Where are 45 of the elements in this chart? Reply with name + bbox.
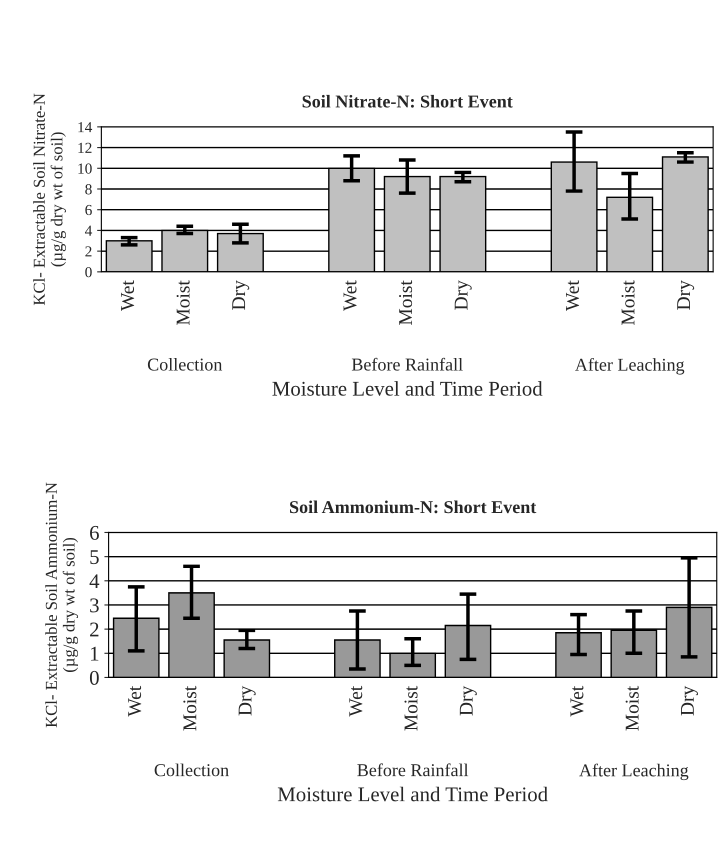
y-tick-label: 0 xyxy=(90,670,99,685)
y-tick-label: 4 xyxy=(90,574,100,588)
y-tick-label: 12 xyxy=(78,142,92,153)
x-tick-label: Moist xyxy=(626,686,639,731)
x-tick-label: Wet xyxy=(566,280,580,311)
x-tick-label: Wet xyxy=(349,686,362,717)
x-tick-label: Moist xyxy=(622,280,635,326)
x-tick-label: Moist xyxy=(176,280,190,326)
x-tick-label: Wet xyxy=(121,280,134,311)
chart-title: Soil Nitrate-N: Short Event xyxy=(302,94,513,108)
y-tick-label: 1 xyxy=(90,646,98,661)
x-axis-title: Moisture Level and Time Period xyxy=(272,381,542,396)
y-tick-label: 14 xyxy=(78,122,92,132)
y-tick-label: 0 xyxy=(85,266,92,278)
x-tick-label: Dry xyxy=(460,686,477,716)
y-tick-label: 5 xyxy=(90,550,99,564)
y-tick-label: 10 xyxy=(78,163,92,174)
text: Before Rainfall xyxy=(352,358,463,371)
x-tick-label: Moist xyxy=(183,686,196,731)
y-axis-title: KCl- Extractable Soil Nitrate-N (µg/g dry wt of soil) xyxy=(33,94,66,306)
text: After Leaching xyxy=(579,764,688,780)
x-tick-label: Dry xyxy=(454,280,472,310)
x-tick-label: Moist xyxy=(399,280,412,326)
y-tick-label: 3 xyxy=(90,598,99,612)
text: Collection xyxy=(148,358,222,371)
y-axis-title: KCl- Extractable Soil Ammonium-N (µg/g dry wt of soil) xyxy=(45,482,78,728)
x-tick-label: Wet xyxy=(128,686,142,717)
text: Before Rainfall xyxy=(357,763,468,776)
y-tick-label: 8 xyxy=(85,184,92,194)
text: Collection xyxy=(154,764,229,776)
x-axis-title: Moisture Level and Time Period xyxy=(278,786,548,802)
text: After Leaching xyxy=(575,358,684,375)
y-tick-label: 6 xyxy=(85,204,92,216)
x-tick-label: Dry xyxy=(238,686,256,716)
x-tick-label: Dry xyxy=(681,686,698,716)
x-tick-label: Wet xyxy=(344,280,357,311)
x-tick-label: Wet xyxy=(570,686,584,717)
x-tick-label: Dry xyxy=(677,280,694,310)
y-tick-label: 2 xyxy=(85,246,92,256)
y-tick-label: 4 xyxy=(84,226,92,236)
y-tick-label: 6 xyxy=(90,526,99,540)
x-tick-label: Moist xyxy=(404,686,418,731)
y-tick-label: 2 xyxy=(90,622,98,636)
x-tick-label: Dry xyxy=(232,280,250,310)
chart-title: Soil Ammonium-N: Short Event xyxy=(290,500,536,514)
